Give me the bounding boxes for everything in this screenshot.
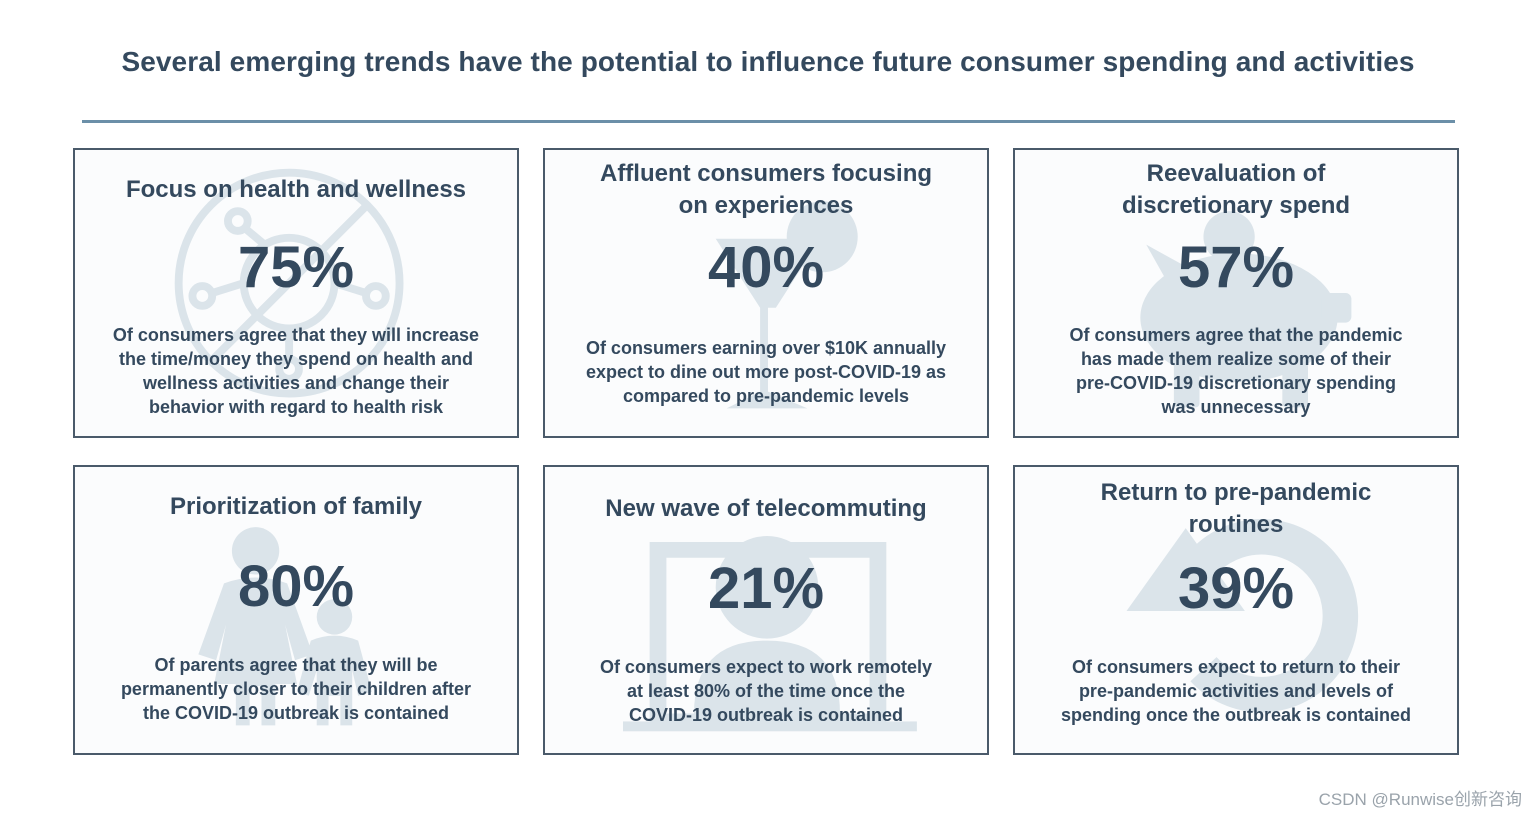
card-stat: 80% xyxy=(237,554,355,619)
card-description: Of parents agree that they will be perma… xyxy=(120,655,472,723)
laptop-user-icon xyxy=(623,536,917,732)
trend-card-family: Prioritization of family 80% Of parents … xyxy=(73,465,519,755)
parent-child-icon xyxy=(198,527,372,726)
card-stat: 57% xyxy=(1177,235,1295,300)
card-description: Of consumers earning over $10K annually … xyxy=(585,338,947,406)
watermark: CSDN @Runwise创新咨询 xyxy=(1318,790,1522,809)
card-heading: Reevaluation of discretionary spend xyxy=(1121,160,1351,219)
card-stat: 75% xyxy=(237,235,355,300)
title-divider xyxy=(82,120,1455,123)
card-heading: Prioritization of family xyxy=(169,493,423,520)
trend-card-experiences: Affluent consumers focusing on experienc… xyxy=(543,148,989,438)
trend-card-telecommuting: New wave of telecommuting 21% Of consume… xyxy=(543,465,989,755)
virus-prohibited-icon xyxy=(174,168,404,398)
card-description: Of consumers agree that the pandemic has… xyxy=(1069,325,1403,417)
card-description: Of consumers expect to return to their p… xyxy=(1060,657,1412,725)
card-description: Of consumers agree that they will increa… xyxy=(112,325,480,417)
cocktail-glass-icon xyxy=(715,201,858,409)
trend-card-routines: Return to pre-pandemic routines 39% Of c… xyxy=(1013,465,1459,755)
card-heading: Return to pre-pandemic routines xyxy=(1100,479,1372,538)
card-heading: Focus on health and wellness xyxy=(125,176,467,203)
card-heading: Affluent consumers focusing on experienc… xyxy=(599,160,933,219)
piggy-bank-icon xyxy=(1140,211,1352,408)
card-stat: 39% xyxy=(1177,556,1295,621)
card-stat: 40% xyxy=(707,235,825,300)
circular-arrow-icon xyxy=(1126,519,1359,713)
trend-card-health: Focus on health and wellness 75% Of cons… xyxy=(73,148,519,438)
page-title: Several emerging trends have the potenti… xyxy=(121,46,1415,77)
card-heading: New wave of telecommuting xyxy=(605,495,927,522)
card-stat: 21% xyxy=(707,556,825,621)
trend-card-discretionary: Reevaluation of discretionary spend 57% … xyxy=(1013,148,1459,438)
card-description: Of consumers expect to work remotely at … xyxy=(599,657,933,725)
